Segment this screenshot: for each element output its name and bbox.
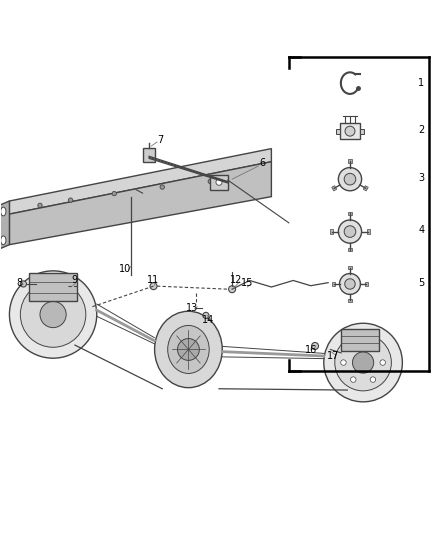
Circle shape (20, 282, 86, 348)
Text: 8: 8 (16, 278, 22, 288)
Text: 6: 6 (260, 158, 266, 168)
Polygon shape (348, 248, 352, 252)
Circle shape (341, 360, 346, 365)
Polygon shape (332, 185, 337, 191)
Circle shape (339, 273, 360, 294)
Bar (340, 123, 360, 140)
Bar (210, 175, 228, 190)
Ellipse shape (168, 326, 209, 374)
Circle shape (370, 343, 376, 348)
Polygon shape (348, 159, 352, 163)
Circle shape (10, 271, 97, 358)
Circle shape (345, 126, 355, 136)
Text: 4: 4 (418, 225, 424, 235)
Circle shape (203, 312, 209, 318)
Text: 11: 11 (146, 276, 159, 286)
Text: 10: 10 (119, 264, 131, 273)
Circle shape (324, 323, 403, 402)
Ellipse shape (155, 311, 222, 387)
Polygon shape (0, 201, 10, 250)
Circle shape (177, 338, 199, 360)
Polygon shape (10, 161, 272, 245)
Circle shape (229, 286, 236, 293)
Circle shape (160, 185, 164, 189)
Circle shape (345, 279, 355, 289)
Text: 7: 7 (157, 135, 163, 145)
Text: 3: 3 (418, 173, 424, 183)
Text: 13: 13 (186, 303, 198, 313)
Circle shape (380, 360, 385, 365)
Polygon shape (10, 149, 272, 214)
Circle shape (216, 179, 222, 185)
Polygon shape (348, 299, 352, 302)
Circle shape (40, 302, 66, 328)
Circle shape (68, 198, 73, 203)
Circle shape (38, 203, 42, 207)
Circle shape (150, 282, 157, 289)
Circle shape (353, 352, 374, 373)
Ellipse shape (1, 207, 6, 216)
Circle shape (344, 173, 356, 185)
Text: 2: 2 (418, 125, 424, 135)
Text: 15: 15 (241, 278, 254, 288)
Bar (29, 273, 77, 302)
Circle shape (370, 377, 376, 382)
Bar (360, 128, 364, 134)
Circle shape (350, 343, 356, 348)
Bar (342, 329, 379, 351)
Text: 9: 9 (71, 276, 77, 286)
Polygon shape (348, 212, 352, 215)
Circle shape (339, 220, 362, 243)
Bar (336, 128, 340, 134)
Polygon shape (367, 230, 370, 233)
Polygon shape (332, 282, 335, 286)
Polygon shape (348, 266, 352, 269)
Circle shape (208, 179, 212, 183)
Circle shape (335, 334, 392, 391)
Circle shape (344, 226, 356, 237)
Polygon shape (363, 185, 368, 191)
Text: 5: 5 (418, 278, 424, 288)
Bar (143, 148, 155, 161)
Circle shape (350, 377, 356, 382)
Circle shape (112, 191, 117, 196)
Circle shape (311, 343, 318, 350)
Text: 14: 14 (201, 315, 214, 325)
Circle shape (20, 281, 26, 287)
Circle shape (339, 167, 362, 191)
Text: 17: 17 (327, 351, 339, 361)
Text: 16: 16 (304, 345, 317, 356)
Polygon shape (365, 282, 368, 286)
Text: 1: 1 (418, 78, 424, 88)
Ellipse shape (1, 236, 6, 245)
Text: 12: 12 (230, 276, 243, 286)
Polygon shape (330, 230, 333, 233)
